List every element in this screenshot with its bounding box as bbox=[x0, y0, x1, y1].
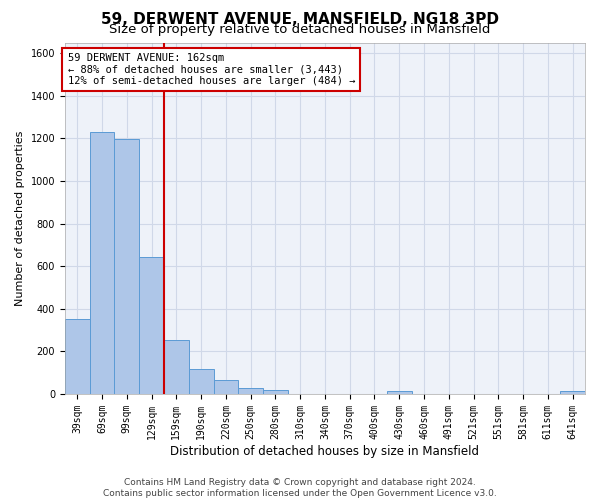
Bar bbox=[89, 132, 115, 394]
Bar bbox=[65, 320, 89, 394]
Bar bbox=[139, 256, 164, 394]
Text: Size of property relative to detached houses in Mansfield: Size of property relative to detached ho… bbox=[109, 22, 491, 36]
Bar bbox=[387, 391, 412, 394]
Text: 59, DERWENT AVENUE, MANSFIELD, NG18 3PD: 59, DERWENT AVENUE, MANSFIELD, NG18 3PD bbox=[101, 12, 499, 28]
Bar bbox=[263, 390, 288, 394]
Y-axis label: Number of detached properties: Number of detached properties bbox=[15, 130, 25, 306]
Bar bbox=[189, 370, 214, 394]
Bar bbox=[164, 340, 189, 394]
Text: 59 DERWENT AVENUE: 162sqm
← 88% of detached houses are smaller (3,443)
12% of se: 59 DERWENT AVENUE: 162sqm ← 88% of detac… bbox=[68, 53, 355, 86]
Bar bbox=[560, 391, 585, 394]
Text: Contains HM Land Registry data © Crown copyright and database right 2024.
Contai: Contains HM Land Registry data © Crown c… bbox=[103, 478, 497, 498]
Bar bbox=[115, 140, 139, 394]
Bar bbox=[238, 388, 263, 394]
X-axis label: Distribution of detached houses by size in Mansfield: Distribution of detached houses by size … bbox=[170, 444, 479, 458]
Bar bbox=[214, 380, 238, 394]
